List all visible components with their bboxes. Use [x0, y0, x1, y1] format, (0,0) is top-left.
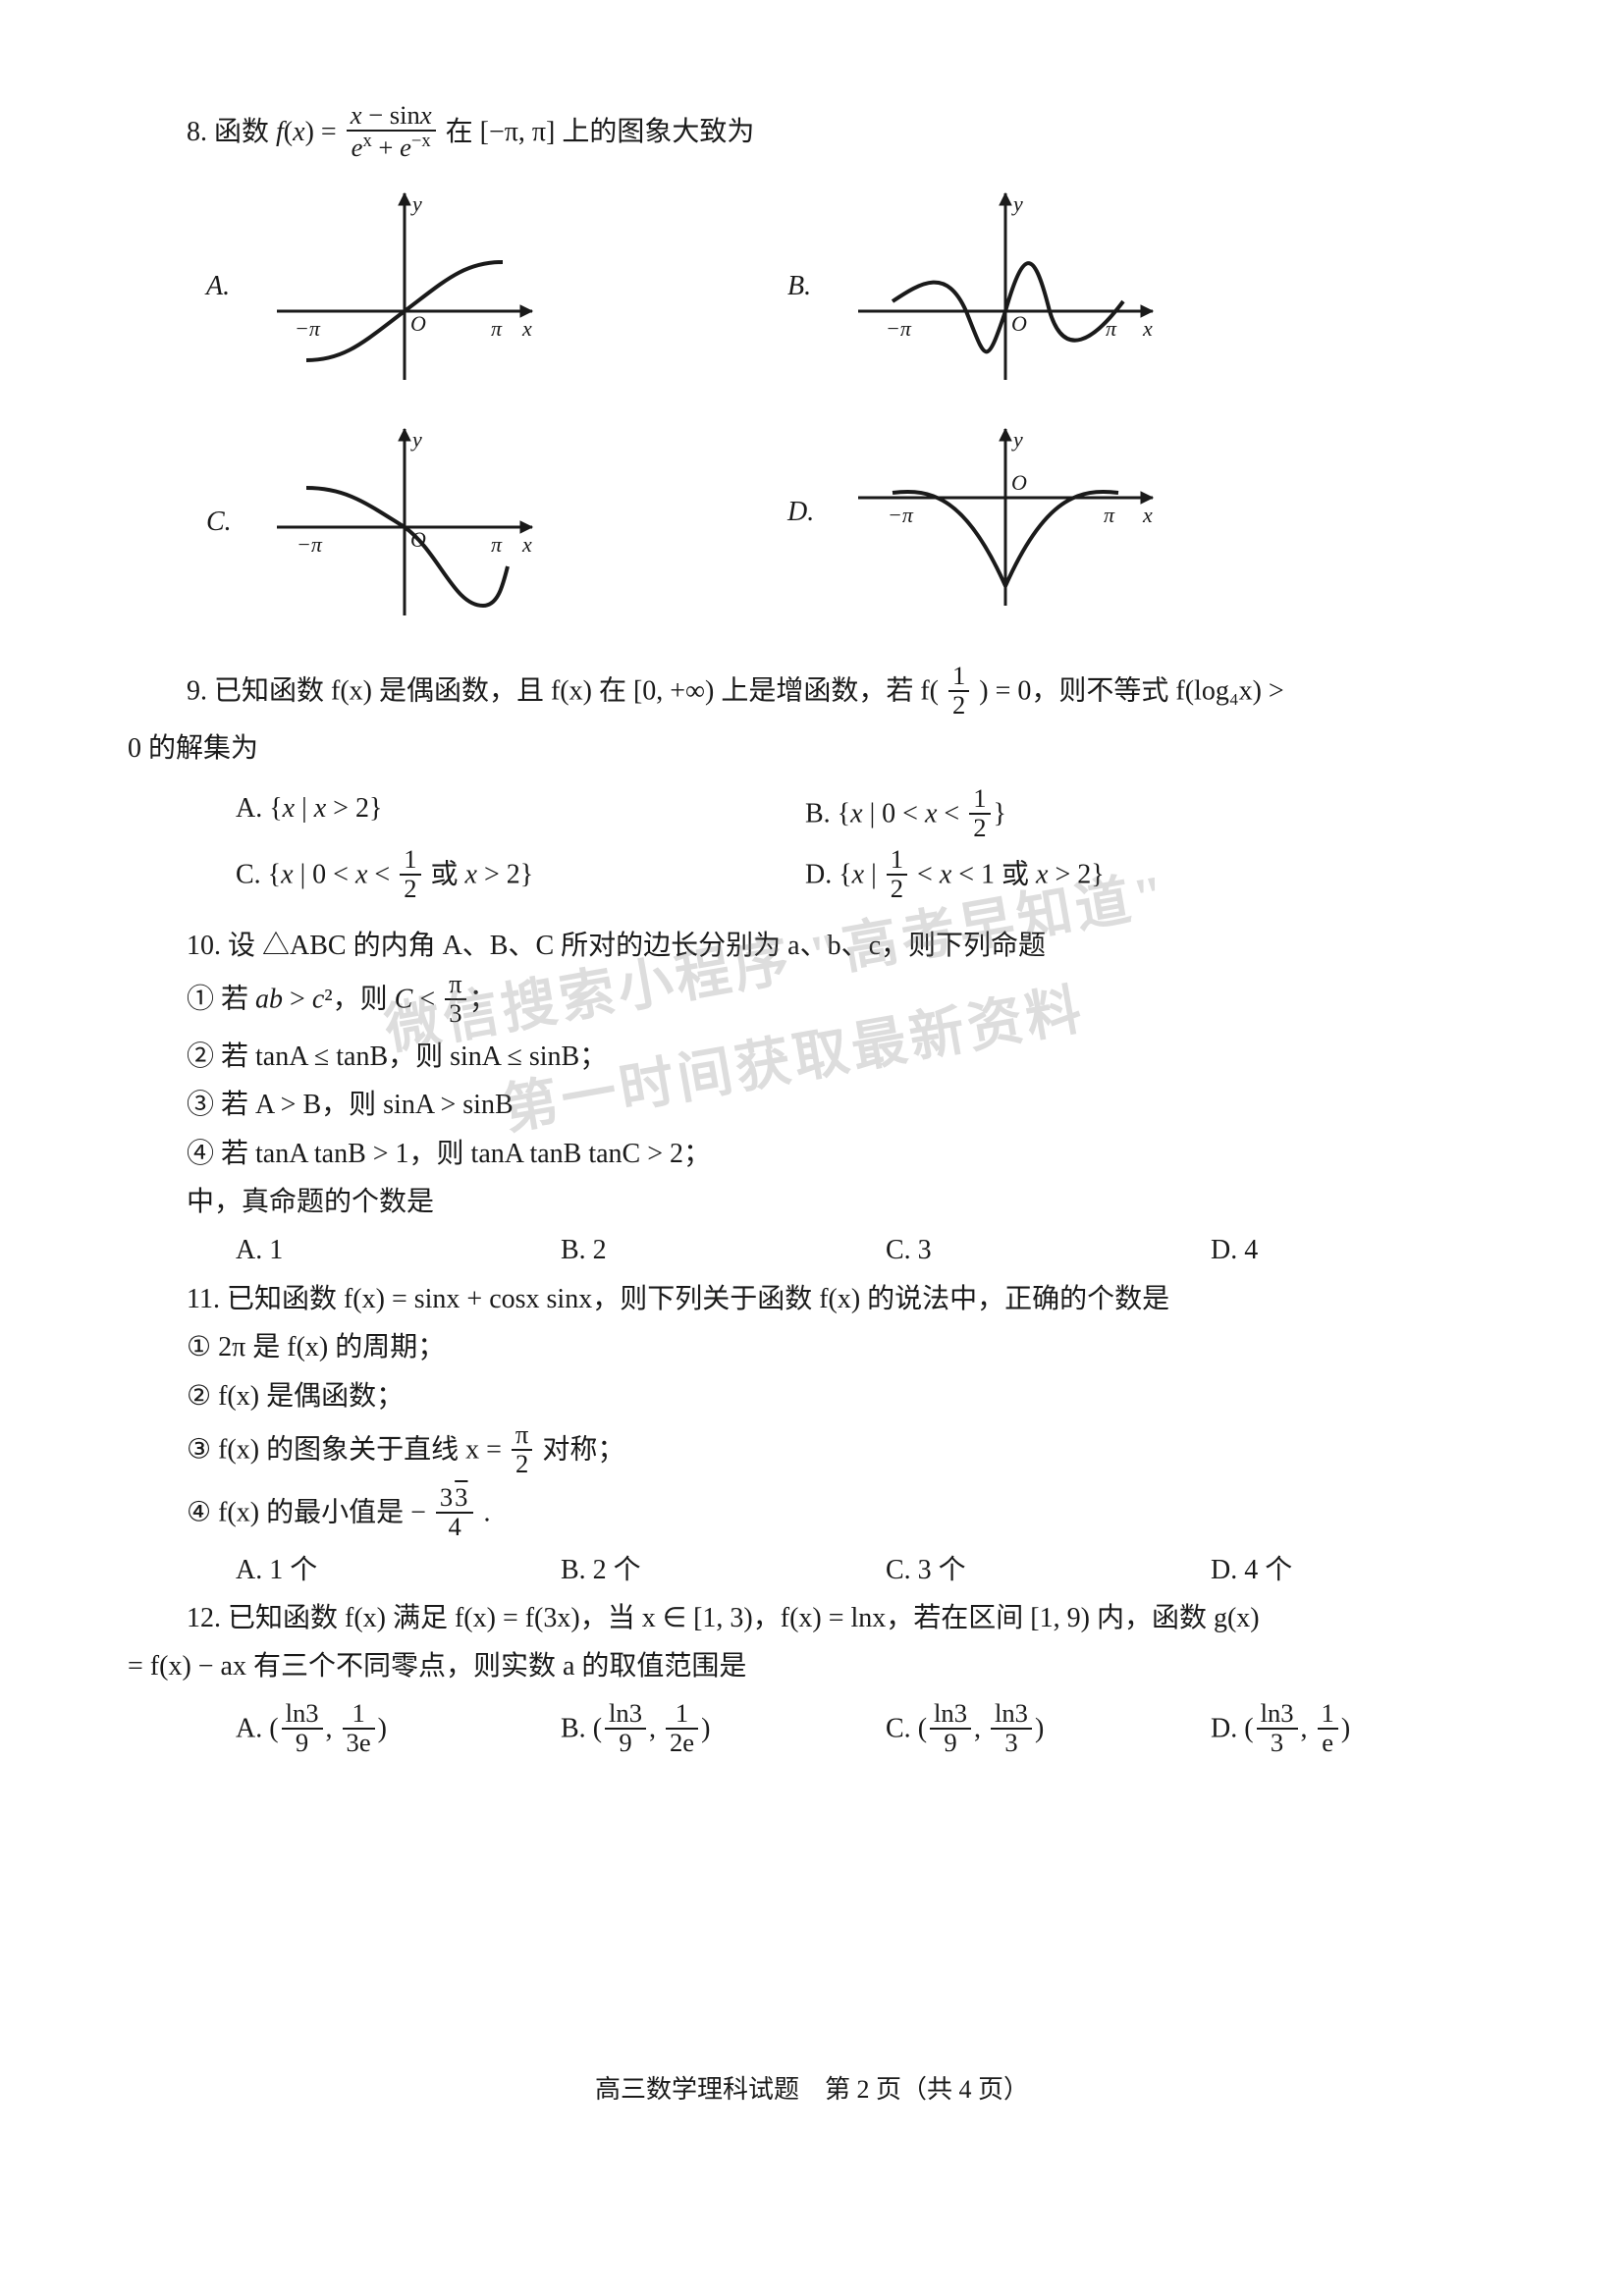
q10-opt-A: A. 1 [236, 1229, 521, 1271]
q11-item-3-prefix: ③ f(x) 的图象关于直线 x = [187, 1434, 509, 1465]
q9-stem-line2: 0 的解集为 [128, 727, 1496, 770]
q8-number: 8. [187, 117, 207, 147]
q12-opt-C: C. (ln39, ln33) [886, 1702, 1171, 1759]
q12-opt-B: B. (ln39, 12e) [561, 1702, 846, 1759]
q10-opt-C: C. 3 [886, 1229, 1171, 1271]
q8-fraction: x − sinx ex + e−x [347, 102, 436, 162]
q10-item-4: ④ 若 tanA tanB > 1，则 tanA tanB tanC > 2； [128, 1133, 1496, 1175]
q8-frac-num: x − sinx [347, 102, 436, 132]
q8-frac-den: ex + e−x [347, 132, 436, 162]
q12-opt-D: D. (ln33, 1e) [1211, 1702, 1496, 1759]
q8-stem-suffix: 在 [−π, π] 上的图象大致为 [446, 117, 755, 147]
q8-graph-row-1: A. y x −π π O B. y x [206, 174, 1496, 400]
q8-stem-prefix: 函数 [214, 117, 276, 147]
q9-stem-line1: 9. 已知函数 f(x) 是偶函数，且 f(x) 在 [0, +∞) 上是增函数… [128, 665, 1496, 721]
svg-text:y: y [410, 191, 422, 216]
q8-stem: 8. 函数 f(x) = x − sinx ex + e−x 在 [−π, π]… [128, 104, 1496, 164]
q8-graph-A: A. y x −π π O [206, 174, 552, 400]
q8-graph-C-label: C. [206, 501, 245, 543]
q10-stem-text: 设 △ABC 的内角 A、B、C 所对的边长分别为 a、b、c，则下列命题 [228, 931, 1046, 961]
q8-graph-C: C. y x −π π O [206, 409, 552, 635]
q11-opt-B: B. 2 个 [561, 1549, 846, 1591]
q11-opt-D: D. 4 个 [1211, 1549, 1496, 1591]
q9-opts-row2: C. {x | 0 < x < 12 或 x > 2} D. {x | 12 <… [236, 848, 1496, 905]
svg-text:−π: −π [297, 532, 323, 557]
q12-opt-A: A. (ln39, 13e) [236, 1702, 521, 1759]
svg-text:x: x [1142, 503, 1153, 527]
q11-opt-A: A. 1 个 [236, 1549, 521, 1591]
q10-opt-D: D. 4 [1211, 1229, 1496, 1271]
q10-opts: A. 1 B. 2 C. 3 D. 4 [236, 1229, 1496, 1271]
q8-graph-B: B. y x −π π O [787, 174, 1172, 400]
q8-graph-A-label: A. [206, 265, 245, 307]
q10-opt-B: B. 2 [561, 1229, 846, 1271]
svg-text:y: y [410, 427, 422, 452]
svg-text:y: y [1011, 427, 1023, 452]
svg-text:π: π [491, 532, 503, 557]
svg-text:O: O [410, 311, 426, 336]
q11-item-4-den: 4 [436, 1514, 474, 1541]
svg-text:x: x [521, 532, 532, 557]
q9-half: 1 2 [948, 663, 969, 720]
q11-opts: A. 1 个 B. 2 个 C. 3 个 D. 4 个 [236, 1549, 1496, 1591]
q11-item-2: ② f(x) 是偶函数； [128, 1375, 1496, 1417]
q8-graph-C-svg: y x −π π O [257, 409, 552, 635]
q9-half-num: 1 [948, 663, 969, 692]
q9-opt-C: C. {x | 0 < x < 12 或 x > 2} [236, 848, 766, 905]
q10-item-3: ③ 若 A > B，则 sinA > sinB [128, 1084, 1496, 1126]
q11-opt-C: C. 3 个 [886, 1549, 1171, 1591]
q8-graph-D-svg: y x −π π O [839, 409, 1172, 615]
q12-stem-1-text: 已知函数 f(x) 满足 f(x) = f(3x)，当 x ∈ [1, 3)，f… [228, 1603, 1260, 1633]
svg-text:O: O [1011, 311, 1027, 336]
q11-item-1: ① 2π 是 f(x) 的周期； [128, 1326, 1496, 1368]
q12-stem-2: = f(x) − ax 有三个不同零点，则实数 a 的取值范围是 [128, 1645, 1496, 1687]
q9-half-den: 2 [948, 692, 969, 720]
svg-text:−π: −π [888, 503, 914, 527]
q8-graph-row-2: C. y x −π π O D. y x [206, 409, 1496, 635]
q9-opt-B: B. {x | 0 < x < 12} [805, 787, 1335, 844]
q8-graph-B-label: B. [787, 265, 827, 307]
svg-text:x: x [521, 316, 532, 341]
q9-opt-A: A. {x | x > 2} [236, 787, 766, 844]
q11-item-4: ④ f(x) 的最小值是 − 33 4 . [128, 1486, 1496, 1543]
svg-text:O: O [1011, 470, 1027, 495]
svg-text:x: x [1142, 316, 1153, 341]
q12-opts: A. (ln39, 13e) B. (ln39, 12e) C. (ln39, … [236, 1702, 1496, 1759]
q8-graph-D: D. y x −π π O [787, 409, 1172, 615]
q9-opt-D: D. {x | 12 < x < 1 或 x > 2} [805, 848, 1335, 905]
q8-graph-A-svg: y x −π π O [257, 174, 552, 400]
q10-number: 10. [187, 931, 221, 961]
q10-item-1: ① 若 ab > c²，则 C < π3； [128, 973, 1496, 1030]
svg-text:π: π [491, 316, 503, 341]
q11-item-3-suffix: 对称； [542, 1434, 624, 1465]
q9-stem-1: 已知函数 f(x) 是偶函数，且 f(x) 在 [0, +∞) 上是增函数，若 … [214, 675, 939, 706]
q11-number: 11. [187, 1284, 220, 1314]
q8-graph-D-label: D. [787, 491, 827, 533]
exam-page: 微信搜索小程序 "高考早知道" 第一时间获取最新资料 8. 函数 f(x) = … [0, 0, 1624, 2296]
q9-stem-2: ) = 0，则不等式 f(log₄x) > [979, 675, 1283, 706]
q10-tail: 中，真命题的个数是 [128, 1181, 1496, 1223]
svg-text:π: π [1104, 503, 1115, 527]
svg-text:y: y [1011, 191, 1023, 216]
q12-stem-1: 12. 已知函数 f(x) 满足 f(x) = f(3x)，当 x ∈ [1, … [128, 1597, 1496, 1639]
q11-item-4-prefix: ④ f(x) 的最小值是 − [187, 1497, 426, 1527]
page-footer: 高三数学理科试题 第 2 页（共 4 页） [0, 2070, 1624, 2109]
q12-number: 12. [187, 1603, 221, 1633]
q10-stem: 10. 设 △ABC 的内角 A、B、C 所对的边长分别为 a、b、c，则下列命… [128, 925, 1496, 967]
q9-number: 9. [187, 675, 207, 706]
q8-graph-B-svg: y x −π π O [839, 174, 1172, 400]
q11-stem-text: 已知函数 f(x) = sinx + cosx sinx，则下列关于函数 f(x… [227, 1284, 1169, 1314]
q10-item-2: ② 若 tanA ≤ tanB，则 sinA ≤ sinB； [128, 1036, 1496, 1078]
q11-item-4-num: 33 [436, 1484, 474, 1514]
q11-item-3: ③ f(x) 的图象关于直线 x = π2 对称； [128, 1423, 1496, 1480]
svg-text:−π: −π [886, 316, 912, 341]
q11-item-4-suffix: . [483, 1497, 490, 1527]
svg-text:−π: −π [295, 316, 321, 341]
q9-opts-row1: A. {x | x > 2} B. {x | 0 < x < 12} [236, 787, 1496, 844]
q11-stem: 11. 已知函数 f(x) = sinx + cosx sinx，则下列关于函数… [128, 1278, 1496, 1320]
